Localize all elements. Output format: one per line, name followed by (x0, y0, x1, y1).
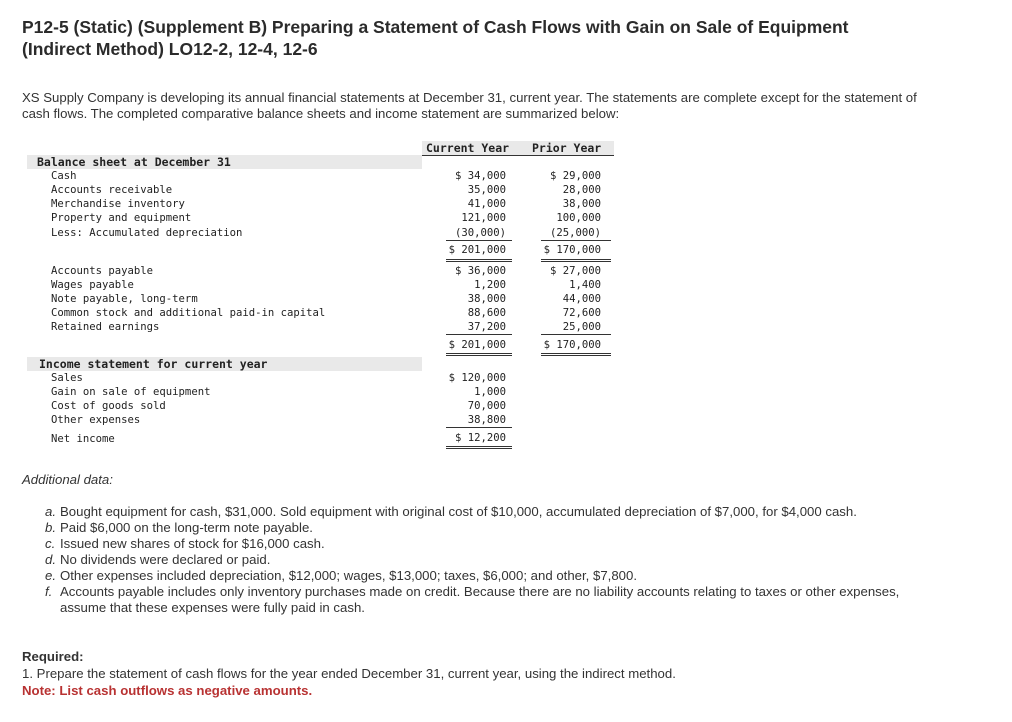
additional-data-label: Additional data: (22, 472, 113, 487)
prior-value: 100,000 (556, 212, 601, 224)
row-label: Accounts receivable (51, 184, 173, 196)
row-label: Property and equipment (51, 212, 192, 224)
prior-value: $ 29,000 (549, 170, 601, 182)
current-value: 1,200 (474, 279, 506, 291)
liabilities-total-current: $ 201,000 (448, 339, 506, 351)
list-item: c. Issued new shares of stock for $16,00… (45, 536, 905, 552)
net-income-label: Net income (51, 433, 115, 445)
current-value: 41,000 (467, 198, 506, 210)
prior-value: 28,000 (562, 184, 601, 196)
row-label: Sales (51, 372, 83, 384)
total-double-rule (446, 261, 512, 262)
row-label: Cash (51, 170, 77, 182)
row-label: Common stock and additional paid-in capi… (51, 307, 326, 319)
list-item: f. Accounts payable includes only invent… (45, 584, 905, 616)
item-letter: a. (45, 504, 56, 519)
item-letter: b. (45, 520, 56, 535)
balance-sheet-header: Balance sheet at December 31 (37, 155, 231, 169)
item-letter: e. (45, 568, 56, 583)
net-income-value: $ 12,200 (454, 432, 506, 444)
assets-total-current: $ 201,000 (448, 244, 506, 256)
total-double-rule (446, 448, 512, 449)
list-item: e. Other expenses included depreciation,… (45, 568, 905, 584)
item-text: Paid $6,000 on the long-term note payabl… (60, 520, 313, 535)
total-double-rule (446, 259, 512, 260)
list-item: d. No dividends were declared or paid. (45, 552, 905, 568)
prior-value: 1,400 (569, 279, 601, 291)
prior-value: (25,000) (549, 227, 601, 239)
current-value: $ 36,000 (454, 265, 506, 277)
current-value: 37,200 (467, 321, 506, 333)
required-section: Required: 1. Prepare the statement of ca… (22, 648, 922, 699)
section-shade (27, 155, 422, 169)
total-double-rule (446, 446, 512, 447)
col-prior-year: Prior Year (532, 141, 602, 155)
row-label: Note payable, long-term (51, 293, 198, 305)
total-double-rule (541, 355, 611, 356)
col-current-year: Current Year (426, 141, 510, 155)
subtotal-rule (541, 334, 611, 335)
liabilities-total-prior: $ 170,000 (543, 339, 601, 351)
row-label: Gain on sale of equipment (51, 386, 211, 398)
current-value: $ 34,000 (454, 170, 506, 182)
current-value: 35,000 (467, 184, 506, 196)
prior-value: 38,000 (562, 198, 601, 210)
current-value: 1,000 (474, 386, 506, 398)
intro-paragraph: XS Supply Company is developing its annu… (22, 90, 917, 121)
subtotal-rule (446, 240, 512, 241)
total-double-rule (541, 353, 611, 354)
row-label: Accounts payable (51, 265, 154, 277)
prior-value: 72,600 (562, 307, 601, 319)
total-double-rule (446, 353, 512, 354)
row-label: Cost of goods sold (51, 400, 166, 412)
problem-title: P12-5 (Static) (Supplement B) Preparing … (22, 17, 849, 59)
item-text: No dividends were declared or paid. (60, 552, 271, 567)
required-item-1: 1. Prepare the statement of cash flows f… (22, 666, 676, 681)
required-note: Note: List cash outflows as negative amo… (22, 683, 313, 698)
item-text: Accounts payable includes only inventory… (60, 584, 900, 615)
row-label: Less: Accumulated depreciation (51, 227, 243, 239)
item-letter: d. (45, 552, 56, 567)
prior-value: 44,000 (562, 293, 601, 305)
required-heading: Required: (22, 649, 84, 664)
additional-data-list: a. Bought equipment for cash, $31,000. S… (45, 504, 905, 616)
current-value: 88,600 (467, 307, 506, 319)
subtotal-rule (446, 427, 512, 428)
assets-total-prior: $ 170,000 (543, 244, 601, 256)
current-value: 121,000 (461, 212, 506, 224)
current-value: 38,800 (467, 414, 506, 426)
row-label: Wages payable (51, 279, 134, 291)
header-rule (422, 155, 614, 156)
item-text: Issued new shares of stock for $16,000 c… (60, 536, 325, 551)
row-label: Other expenses (51, 414, 141, 426)
header-shade (422, 141, 614, 155)
section-shade (27, 357, 422, 371)
current-value: (30,000) (454, 227, 506, 239)
total-double-rule (541, 261, 611, 262)
item-text: Other expenses included depreciation, $1… (60, 568, 638, 583)
list-item: a. Bought equipment for cash, $31,000. S… (45, 504, 905, 520)
row-label: Retained earnings (51, 321, 160, 333)
item-letter: f. (45, 584, 53, 599)
subtotal-rule (541, 240, 611, 241)
current-value: 38,000 (467, 293, 506, 305)
prior-value: 25,000 (562, 321, 601, 333)
item-text: Bought equipment for cash, $31,000. Sold… (60, 504, 857, 519)
list-item: b. Paid $6,000 on the long-term note pay… (45, 520, 905, 536)
current-value: $ 120,000 (448, 372, 506, 384)
current-value: 70,000 (467, 400, 506, 412)
total-double-rule (541, 259, 611, 260)
prior-value: $ 27,000 (549, 265, 601, 277)
subtotal-rule (446, 334, 512, 335)
income-statement-header: Income statement for current year (39, 357, 268, 371)
item-letter: c. (45, 536, 56, 551)
row-label: Merchandise inventory (51, 198, 185, 210)
total-double-rule (446, 355, 512, 356)
